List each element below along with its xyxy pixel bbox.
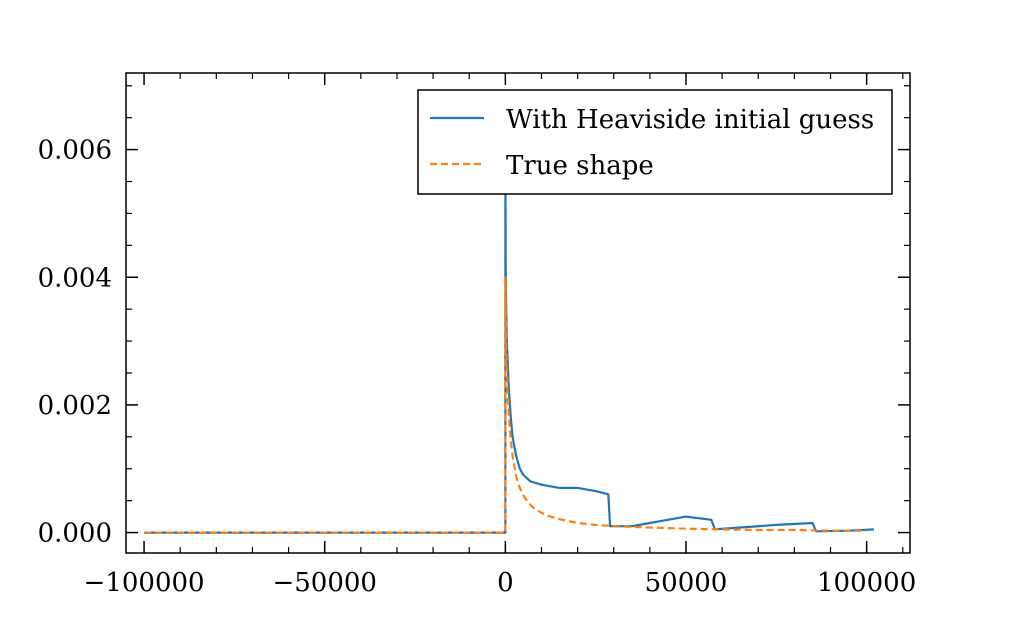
y-tick-label: 0.006 (38, 136, 112, 166)
y-tick-label: 0.002 (38, 391, 112, 421)
x-tick-label: 0 (497, 568, 514, 598)
x-tick-label: −50000 (272, 568, 377, 598)
x-tick-label: −100000 (84, 568, 205, 598)
series-line-2 (144, 276, 867, 534)
x-tick-label: 100000 (817, 568, 916, 598)
y-tick-label: 0.000 (38, 519, 112, 549)
plot-frame (125, 72, 911, 554)
y-tick-label: 0.004 (38, 263, 112, 293)
x-tick-label: 50000 (645, 568, 728, 598)
legend: With Heaviside initial guess True shape (417, 89, 893, 195)
plot-content (144, 161, 874, 534)
legend-label-series-1: With Heaviside initial guess (506, 105, 874, 135)
legend-box (417, 89, 893, 195)
legend-label-series-2: True shape (506, 151, 654, 181)
axes-layer: −100000 −50000 0 50000 100000 0.000 0.002 0.004… (38, 72, 916, 598)
